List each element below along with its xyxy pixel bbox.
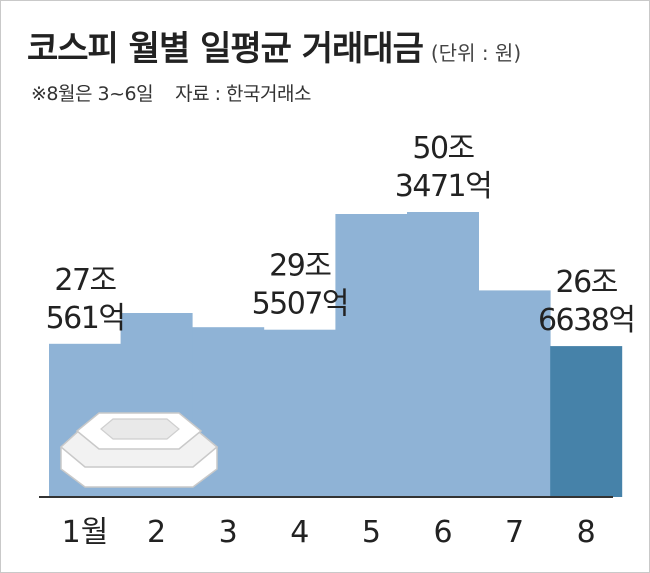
exchange-building-icon [59,412,219,488]
x-tick-label: 3 [219,515,238,550]
x-tick-labels-group: 1월 2 3 4 5 6 7 8 [62,515,596,550]
data-label-detail: 3471억 [395,169,491,204]
x-tick-label: 8 [577,515,596,550]
x-tick-label: 1월 [62,515,109,550]
title-row: 코스피 월별 일평균 거래대금 (단위 : 원) [27,21,521,70]
data-label-value: 26조 [556,265,618,300]
x-tick-label: 2 [147,515,166,550]
data-label-detail: 561억 [46,301,125,336]
data-label-value: 50조 [412,131,474,166]
x-tick-label: 4 [290,515,309,550]
x-tick-label: 5 [362,515,381,550]
bar-6 [407,212,479,497]
chart-title: 코스피 월별 일평균 거래대금 [27,29,424,69]
x-tick-label: 7 [505,515,524,550]
data-label-value: 29조 [269,249,331,284]
data-label-detail: 6638억 [538,303,634,338]
data-label-value: 27조 [54,263,116,298]
bar-4 [263,329,336,497]
bar-5 [335,214,408,497]
note-text: ※8월은 3~6일 [31,83,154,105]
bar-8 [550,346,623,497]
x-tick-label: 6 [433,515,452,550]
source-text: 자료 : 한국거래소 [175,83,311,105]
bar-7 [478,290,551,497]
subtitle-row: ※8월은 3~6일 자료 : 한국거래소 [31,79,311,106]
data-label-detail: 5507억 [252,287,348,322]
unit-label: (단위 : 원) [430,41,522,65]
